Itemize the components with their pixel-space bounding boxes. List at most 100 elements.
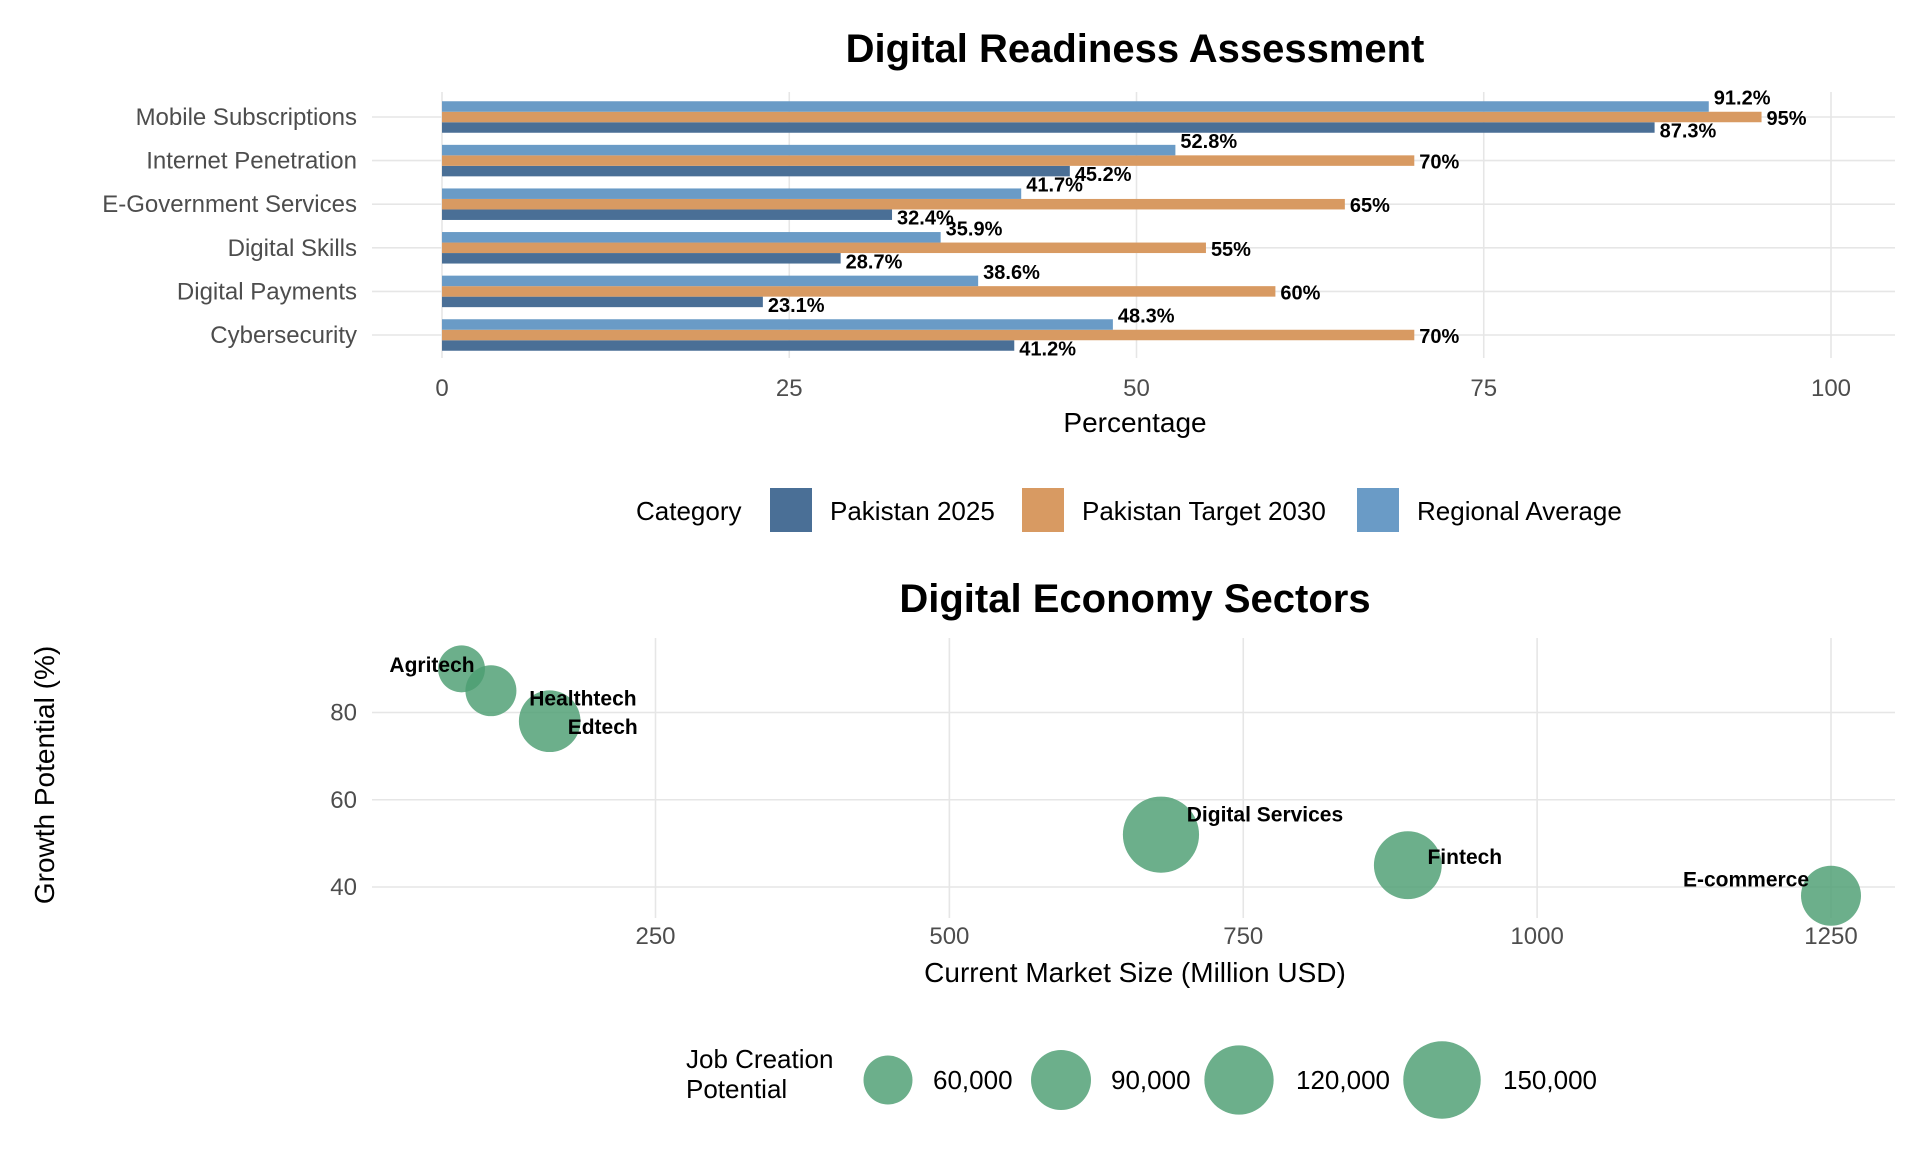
category-label: Digital Skills xyxy=(228,235,357,262)
sectors-chart: Digital Economy Sectors 250 500 750 1000 1250… xyxy=(29,577,1895,988)
x-tick-label: 50 xyxy=(1123,375,1150,402)
legend-label: 120,000 xyxy=(1296,1065,1390,1095)
data-label: 87.3% xyxy=(1660,121,1717,143)
bar xyxy=(442,319,1113,330)
bar-label-series: 95% 70% 65% 55% 60% 70% xyxy=(1211,108,1807,348)
bar xyxy=(442,144,1176,156)
readiness-chart: Digital Readiness Assessment 0 25 50 75 100 Mo… xyxy=(102,27,1895,438)
category-label: Cybersecurity xyxy=(210,322,357,349)
category-label: E-Government Services xyxy=(102,191,357,218)
x-tick-label: 25 xyxy=(776,375,803,402)
data-label: 60% xyxy=(1280,282,1320,304)
data-label: 38.6% xyxy=(983,262,1040,284)
legend-title: Job Creation xyxy=(686,1044,833,1074)
chart-title: Digital Readiness Assessment xyxy=(846,27,1425,71)
data-label: 55% xyxy=(1211,239,1251,261)
data-label: 28.7% xyxy=(846,251,903,273)
data-label: 70% xyxy=(1419,152,1459,174)
legend-bubble xyxy=(1204,1045,1274,1115)
bubble-points xyxy=(438,645,1861,926)
bar xyxy=(442,122,1655,133)
bubble xyxy=(1122,796,1200,873)
x-tick-label: 100 xyxy=(1811,375,1851,402)
x-axis-title: Percentage xyxy=(1063,407,1206,438)
y-axis-title: Growth Potential (%) xyxy=(29,646,60,904)
y-tick-label: 40 xyxy=(330,874,357,901)
x-tick-label: 0 xyxy=(435,375,448,402)
x-tick-label: 1250 xyxy=(1804,923,1857,950)
bubble xyxy=(518,690,581,753)
legend-swatch xyxy=(1022,488,1064,532)
data-label: 45.2% xyxy=(1075,164,1132,186)
x-tick-label: 750 xyxy=(1223,923,1263,950)
bar-series xyxy=(442,101,1709,330)
bar xyxy=(442,188,1022,199)
y-tick-label: 60 xyxy=(330,787,357,814)
bar-series xyxy=(442,122,1655,351)
data-label: 70% xyxy=(1419,326,1459,348)
point-label: Healthtech xyxy=(529,688,636,711)
data-label: 91.2% xyxy=(1714,88,1771,110)
bar xyxy=(442,286,1276,297)
data-label: 41.7% xyxy=(1026,175,1083,197)
x-tick-label: 75 xyxy=(1470,375,1497,402)
bubble xyxy=(1373,831,1442,900)
legend-bubble xyxy=(1403,1041,1481,1119)
data-label: 23.1% xyxy=(768,295,825,317)
bar xyxy=(442,296,763,308)
x-tick-label: 250 xyxy=(635,923,675,950)
legend-label: Regional Average xyxy=(1417,496,1622,526)
y-tick-label: 80 xyxy=(330,700,357,727)
data-label: 65% xyxy=(1350,195,1390,217)
legend-bubble xyxy=(1031,1050,1091,1110)
legend-title: Category xyxy=(636,496,742,526)
bar xyxy=(442,253,841,264)
bar-label-series: 87.3% 45.2% 32.4% 28.7% 23.1% 41.2% xyxy=(768,121,1717,361)
point-label: Edtech xyxy=(568,716,638,739)
x-tick-label: 500 xyxy=(929,923,969,950)
bar xyxy=(442,329,1415,341)
bar xyxy=(442,340,1015,351)
legend-title: Potential xyxy=(686,1074,787,1104)
bar xyxy=(442,101,1709,112)
data-label: 48.3% xyxy=(1118,306,1175,328)
legend-label: 60,000 xyxy=(933,1065,1013,1095)
point-label: Digital Services xyxy=(1187,804,1343,827)
bar xyxy=(442,111,1762,123)
legend-label: 150,000 xyxy=(1503,1065,1597,1095)
bar-series xyxy=(442,111,1762,341)
data-label: 95% xyxy=(1767,108,1807,130)
legend-label: 90,000 xyxy=(1111,1065,1191,1095)
point-label: Fintech xyxy=(1427,846,1502,869)
legend-label: Pakistan 2025 xyxy=(830,496,995,526)
bubble xyxy=(465,665,517,717)
bar xyxy=(442,155,1415,166)
data-label: 32.4% xyxy=(897,208,954,230)
bar xyxy=(442,232,941,243)
bar xyxy=(442,242,1206,254)
bar xyxy=(442,198,1345,210)
x-tick-label: 1000 xyxy=(1510,923,1563,950)
data-label: 35.9% xyxy=(946,218,1003,240)
legend-label: Pakistan Target 2030 xyxy=(1082,496,1326,526)
legend-swatch xyxy=(770,488,812,532)
bubble xyxy=(1801,865,1861,926)
bubble-labels: Agritech Healthtech Edtech Digital Services… xyxy=(389,654,1809,892)
bar xyxy=(442,209,893,220)
legend-swatch xyxy=(1357,488,1399,532)
legend-bubble xyxy=(863,1055,913,1105)
bar xyxy=(442,275,979,287)
data-label: 41.2% xyxy=(1019,339,1076,361)
bar-label-series: 91.2% 52.8% 41.7% 35.9% 38.6% 48.3% xyxy=(946,88,1771,328)
category-label: Mobile Subscriptions xyxy=(136,104,357,131)
category-label: Internet Penetration xyxy=(146,148,357,175)
readiness-legend: Category Pakistan 2025 Pakistan Target 203… xyxy=(636,488,1622,532)
chart-title: Digital Economy Sectors xyxy=(899,577,1370,621)
point-label: E-commerce xyxy=(1683,869,1809,892)
bar xyxy=(442,165,1070,177)
x-axis-title: Current Market Size (Million USD) xyxy=(924,957,1346,988)
data-label: 52.8% xyxy=(1180,131,1237,153)
